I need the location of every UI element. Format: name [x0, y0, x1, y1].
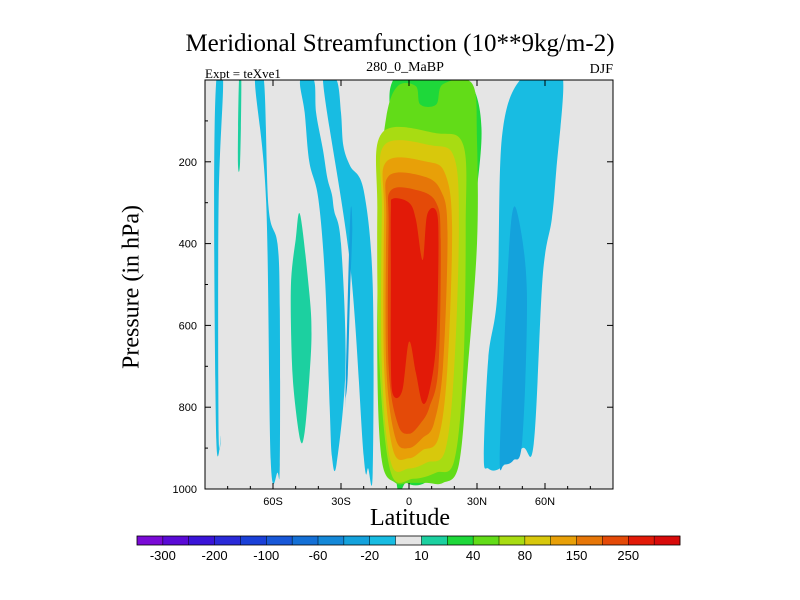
colorbar-box: [343, 536, 371, 545]
contour-fills: [214, 80, 564, 489]
colorbar-label: -200: [202, 548, 228, 563]
x-tick-label: 0: [406, 496, 412, 508]
colorbar-box: [576, 536, 603, 545]
colorbar-box: [395, 536, 422, 545]
time-label: 280_0_MaBP: [366, 60, 444, 75]
colorbar-label: -300: [150, 548, 176, 563]
x-axis-label: Latitude: [370, 505, 450, 531]
colorbar-box: [654, 536, 681, 545]
colorbar-box: [524, 536, 552, 545]
colorbar-box: [137, 536, 164, 545]
colorbar-box: [602, 536, 629, 545]
y-tick-label: 1000: [173, 484, 197, 496]
contour-region-9: [254, 80, 281, 484]
colorbar-label: -20: [360, 548, 379, 563]
x-tick-label: 60N: [535, 496, 555, 508]
colorbar-box: [499, 536, 526, 545]
colorbar-box: [550, 536, 577, 545]
x-tick-label: 30S: [331, 496, 351, 508]
colorbar-box: [369, 536, 396, 545]
colorbar-label: 250: [617, 548, 639, 563]
colorbar-box: [240, 536, 267, 545]
colorbar-label: 150: [566, 548, 588, 563]
colorbar-box: [292, 536, 319, 545]
contour-region-13: [499, 206, 528, 471]
colorbar-label: -100: [253, 548, 279, 563]
colorbar-box: [421, 536, 448, 545]
season-label: DJF: [589, 62, 613, 77]
colorbar-box: [214, 536, 241, 545]
colorbar-label: 80: [518, 548, 532, 563]
contour-region-16: [237, 80, 242, 172]
colorbar-label: 40: [466, 548, 480, 563]
chart-title: Meridional Streamfunction (10**9kg/m-2): [185, 30, 615, 57]
colorbar-label: -60: [309, 548, 328, 563]
y-tick-label: 200: [179, 157, 197, 169]
x-tick-label: 60S: [263, 496, 283, 508]
colorbar-box: [318, 536, 345, 545]
contour-region-10: [322, 80, 374, 486]
colorbar-frame: [136, 535, 681, 546]
colorbar-box: [473, 536, 500, 545]
contour-region-14: [345, 206, 353, 408]
contour-region-7: [390, 198, 439, 405]
colorbar-box: [447, 536, 474, 545]
y-tick-label: 800: [179, 402, 197, 414]
experiment-label: Expt = teXve1: [205, 66, 281, 81]
contour-region-8: [214, 80, 224, 457]
x-tick-label: 30N: [467, 496, 487, 508]
colorbar: -300 -200 -100 -60 -20 10 40 80 150 250: [136, 535, 681, 563]
colorbar-label: 10: [414, 548, 428, 563]
colorbar-box: [628, 536, 655, 545]
colorbar-box: [266, 536, 293, 545]
contour-region-15: [290, 212, 312, 444]
y-tick-label: 600: [179, 320, 197, 332]
y-tick-label: 400: [179, 239, 197, 251]
axis-ticks: 60S 30S 0 30N 60N 200 400 600 800 1000: [173, 80, 613, 508]
colorbar-box: [188, 536, 215, 545]
contour-region-11: [299, 80, 346, 472]
colorbar-box: [162, 536, 190, 545]
